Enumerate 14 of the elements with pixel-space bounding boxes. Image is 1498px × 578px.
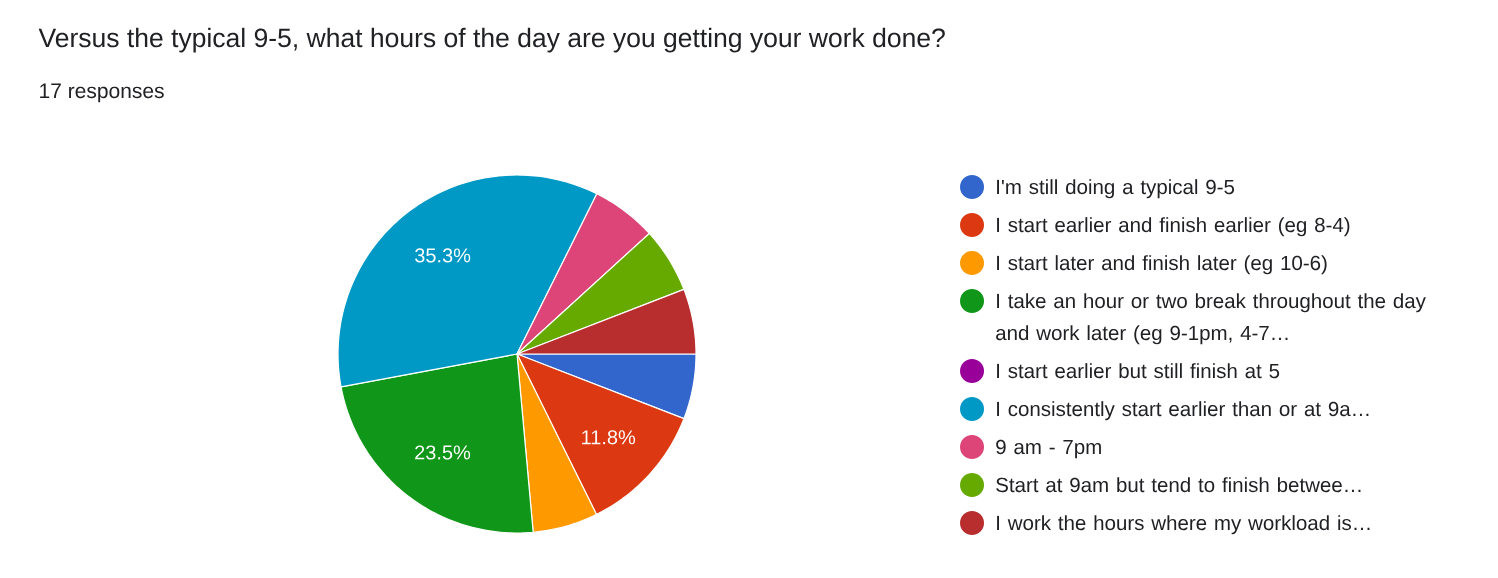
- data-label: 11.8%: [582, 430, 636, 445]
- legend-label: I consistently start earlier than or at 9a…: [997, 401, 1369, 421]
- data-label: 35.3%: [415, 248, 471, 263]
- legend-label: I work the hours where my workload is…: [997, 515, 1370, 535]
- legend-label: I take an hour or two break throughout the day and work later (eg 9-1pm, 4-7…: [996, 293, 1426, 345]
- legend-label: I'm still doing a typical 9-5: [997, 179, 1235, 199]
- chart-title: Versus the typical 9-5, what hours of the day are you getting your work done?: [38, 27, 945, 53]
- legend-label: 9 am - 7pm: [996, 439, 1101, 459]
- legend-label: I start earlier and finish earlier (eg 8-4): [997, 217, 1350, 237]
- data-label: 23.5%: [415, 445, 471, 460]
- legend-label: I start earlier but still finish at 5: [997, 363, 1280, 379]
- legend-label: I start later and finish later (eg 10-6): [997, 255, 1327, 275]
- text: 17 responses: [40, 83, 164, 103]
- legend-label: Start at 9am but tend to finish betwee…: [996, 477, 1361, 493]
